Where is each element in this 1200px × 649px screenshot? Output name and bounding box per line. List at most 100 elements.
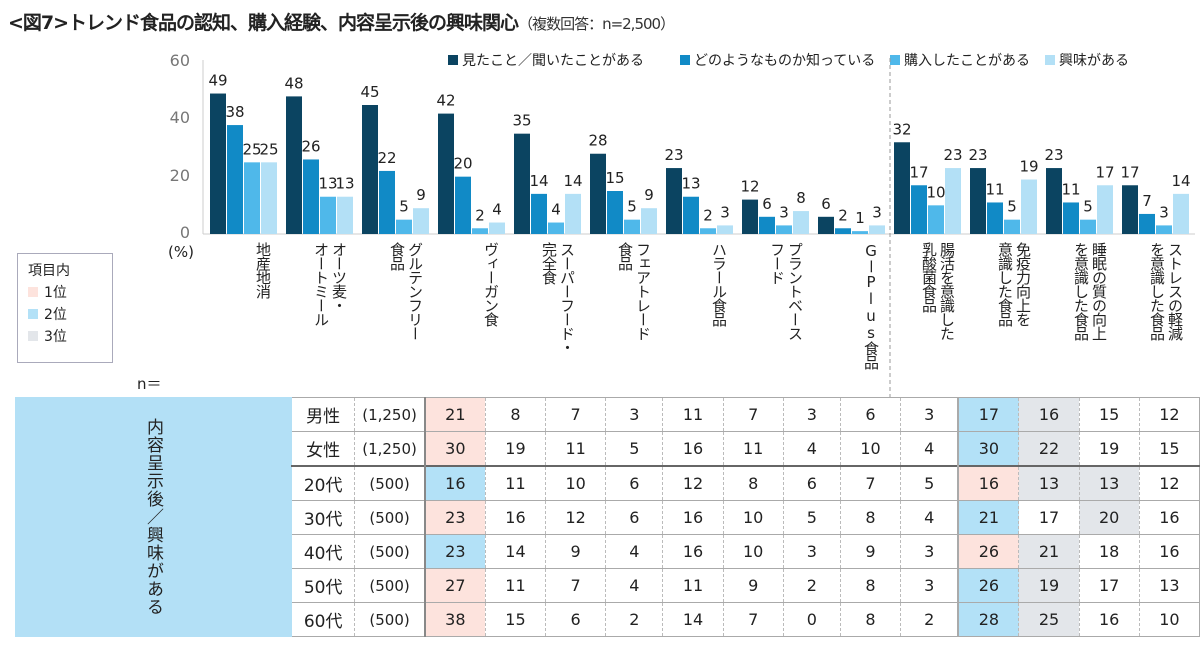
data-label: 22 bbox=[377, 149, 396, 167]
table-cell: 21 bbox=[957, 500, 1020, 535]
data-label: 5 bbox=[1083, 198, 1093, 216]
table-row: 30代 (500) 23 16 12 6 16 10 5 8 4 21 17 20 16 bbox=[16, 500, 1200, 535]
data-label: 6 bbox=[821, 195, 831, 213]
bar bbox=[413, 208, 429, 234]
table-row: 女性 (1,250) 30 19 11 5 16 11 4 10 4 30 22 19 15 bbox=[16, 431, 1200, 467]
data-label: 3 bbox=[1159, 203, 1169, 221]
table-cell: 4 bbox=[605, 568, 664, 603]
bar bbox=[1097, 185, 1113, 234]
data-label: 17 bbox=[909, 163, 928, 181]
data-label: 26 bbox=[301, 137, 320, 155]
table-cell: 16 bbox=[1018, 397, 1080, 432]
y-tick-label: 40 bbox=[169, 108, 190, 128]
legend-swatch bbox=[1045, 55, 1055, 65]
bar bbox=[987, 202, 1003, 234]
bar bbox=[894, 142, 910, 234]
data-label: 13 bbox=[318, 175, 337, 193]
table-cell: 12 bbox=[1138, 397, 1200, 432]
table-cell: 16 bbox=[662, 500, 724, 535]
bar bbox=[1122, 185, 1138, 234]
bar bbox=[776, 225, 792, 234]
bar bbox=[1021, 179, 1037, 234]
y-tick-label: 60 bbox=[169, 51, 190, 70]
table-cell: 3 bbox=[900, 568, 959, 603]
table-cell: 8 bbox=[839, 602, 902, 637]
data-label: 25 bbox=[242, 140, 261, 158]
table-cell: 6 bbox=[782, 465, 841, 501]
table-cell: 3 bbox=[900, 534, 959, 569]
table-cell: 10 bbox=[1138, 602, 1200, 637]
bar bbox=[244, 162, 260, 234]
table-cell: 5 bbox=[900, 465, 959, 501]
data-label: 23 bbox=[664, 146, 683, 164]
bar bbox=[455, 176, 471, 234]
data-label: 45 bbox=[360, 83, 379, 101]
data-label: 38 bbox=[225, 103, 244, 121]
table-cell: 19 bbox=[1078, 431, 1140, 467]
bar bbox=[1080, 219, 1096, 234]
data-label: 8 bbox=[796, 189, 806, 207]
data-label: 11 bbox=[985, 180, 1004, 198]
bar bbox=[607, 191, 623, 234]
row-n: (500) bbox=[354, 602, 426, 637]
data-label: 28 bbox=[588, 132, 607, 150]
category-label: ハラール食品 bbox=[710, 242, 728, 326]
table-cell: 2 bbox=[605, 602, 664, 637]
table-cell: 19 bbox=[1018, 568, 1080, 603]
bar bbox=[869, 225, 885, 234]
bar bbox=[624, 219, 640, 234]
row-n: (500) bbox=[354, 500, 426, 535]
subtitle: （複数回答：n=2,500） bbox=[518, 15, 675, 33]
table-cell: 13 bbox=[1018, 465, 1080, 501]
row-label: 60代 bbox=[290, 602, 356, 637]
bar bbox=[438, 113, 454, 234]
table-cell: 7 bbox=[839, 465, 902, 501]
bar bbox=[227, 125, 243, 234]
legend-swatch bbox=[680, 55, 690, 65]
table-cell: 10 bbox=[545, 465, 607, 501]
bar bbox=[362, 105, 378, 234]
category-label: 地産地消 bbox=[254, 242, 272, 298]
row-label: 男性 bbox=[290, 397, 356, 432]
row-n: (1,250) bbox=[354, 397, 426, 432]
bar bbox=[210, 93, 226, 235]
table-cell: 9 bbox=[839, 534, 902, 569]
bar bbox=[320, 196, 336, 234]
title-text: <図7>トレンド食品の認知、購入経験、内容呈示後の興味関心 bbox=[8, 12, 519, 34]
table-cell: 19 bbox=[484, 431, 547, 467]
table-cell: 5 bbox=[782, 500, 841, 535]
table-cell: 26 bbox=[957, 534, 1020, 569]
category-label: ストレスの軽減 を意識した食品 bbox=[1148, 242, 1184, 340]
table-cell: 15 bbox=[484, 602, 547, 637]
data-label: 2 bbox=[703, 206, 713, 224]
category-label: プラントベース フード bbox=[768, 242, 804, 340]
category-label: 免疫力向上を 意識した食品 bbox=[996, 242, 1032, 326]
legend-swatch bbox=[448, 55, 458, 65]
table-cell: 13 bbox=[1138, 568, 1200, 603]
data-label: 23 bbox=[943, 146, 962, 164]
table-cell: 15 bbox=[1078, 397, 1140, 432]
table-cell: 12 bbox=[545, 500, 607, 535]
table-cell: 22 bbox=[1018, 431, 1080, 467]
category-label: フェアトレード 食品 bbox=[616, 242, 652, 340]
bar bbox=[379, 170, 395, 234]
data-label: 19 bbox=[1019, 158, 1038, 176]
rank-legend-item-3: 3位 bbox=[28, 326, 102, 348]
data-label: 14 bbox=[529, 172, 548, 190]
table-cell: 8 bbox=[722, 465, 784, 501]
data-label: 20 bbox=[453, 155, 472, 173]
table-cell: 16 bbox=[424, 465, 486, 501]
table-cell: 11 bbox=[662, 568, 724, 603]
data-label: 2 bbox=[475, 206, 485, 224]
data-label: 9 bbox=[416, 186, 426, 204]
table-cell: 11 bbox=[545, 431, 607, 467]
n-label: n＝ bbox=[137, 375, 162, 393]
legend-item: どのようなものか知っている bbox=[680, 50, 875, 70]
table-cell: 27 bbox=[424, 568, 486, 603]
table-cell: 15 bbox=[1138, 431, 1200, 467]
bar bbox=[793, 211, 809, 234]
data-label: 32 bbox=[892, 120, 911, 138]
bar bbox=[286, 96, 302, 235]
data-label: 9 bbox=[644, 186, 654, 204]
rank-legend: 項目内 1位 2位 3位 bbox=[17, 253, 113, 363]
